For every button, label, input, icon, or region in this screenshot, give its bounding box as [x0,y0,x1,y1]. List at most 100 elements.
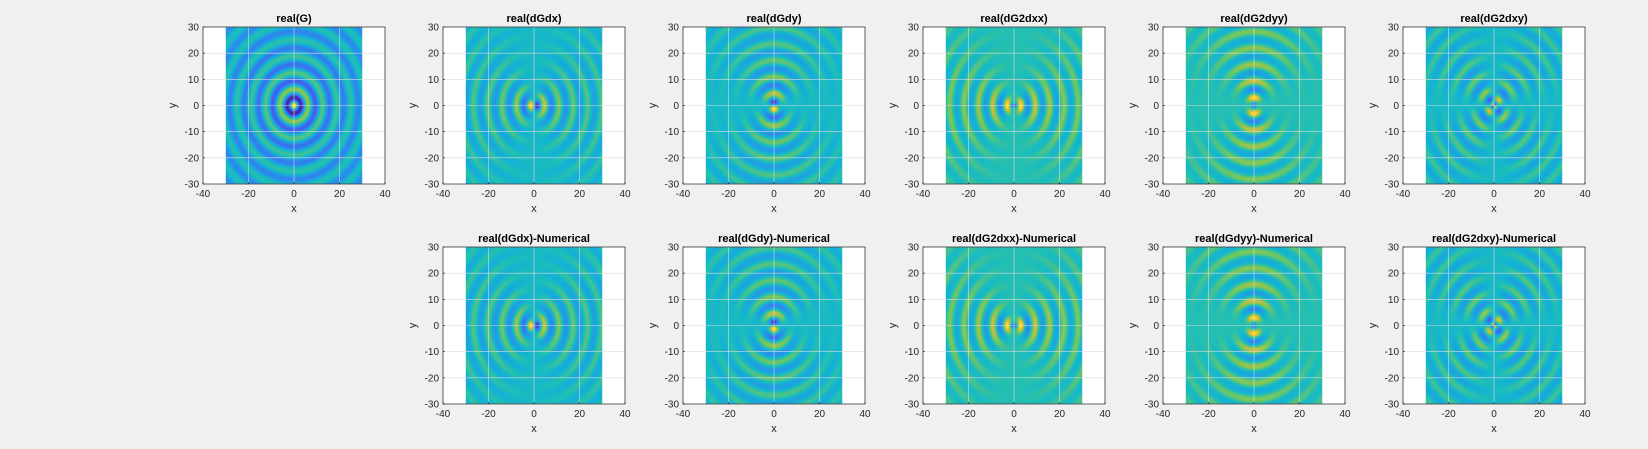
x-axis-label: x [1491,423,1497,435]
subplot-title: real(G) [276,13,312,25]
y-tick-label: -10 [425,347,440,358]
y-tick-label: 10 [1388,295,1400,306]
y-tick-label: -30 [665,400,680,411]
y-tick-label: 20 [908,49,920,60]
x-axis-label: x [1251,423,1257,435]
x-tick-label: 40 [1339,409,1351,420]
x-tick-label: -40 [1396,409,1411,420]
x-tick-label: 20 [1054,189,1066,200]
subplot-title: real(dGdx)-Numerical [478,233,590,245]
y-tick-label: -30 [905,180,920,191]
y-tick-label: 30 [1148,23,1160,34]
subplot-11: -40 -20 0 20 40 -30 -20 -10 0 10 20 30 real(dG2dxy)-… [1367,233,1591,435]
x-tick-label: -40 [436,409,451,420]
y-tick-label: -10 [1385,347,1400,358]
y-tick-label: 0 [673,101,679,112]
y-tick-label: -10 [905,347,920,358]
y-tick-label: -20 [425,373,440,384]
y-axis-label: y [647,322,659,328]
subplot-8: -40 -20 0 20 40 -30 -20 -10 0 10 20 30 real(dGdy)-Nu… [647,233,871,435]
y-tick-label: 30 [668,23,680,34]
y-tick-label: 10 [428,75,440,86]
y-axis-label: y [1367,102,1379,108]
x-tick-label: -20 [1201,189,1216,200]
x-tick-label: 40 [1579,409,1591,420]
subplot-title: real(dG2dxy)-Numerical [1432,233,1556,245]
x-tick-label: 0 [771,409,777,420]
x-tick-label: 20 [1294,409,1306,420]
y-tick-label: 20 [428,269,440,280]
y-tick-label: 10 [908,75,920,86]
y-tick-label: 10 [188,75,200,86]
y-tick-label: 20 [188,49,200,60]
x-tick-label: -40 [1396,189,1411,200]
x-tick-label: -20 [721,409,736,420]
subplot-title: real(dG2dxx) [980,13,1048,25]
y-tick-label: -20 [425,153,440,164]
y-tick-label: 0 [913,321,919,332]
y-tick-label: -30 [425,180,440,191]
x-tick-label: -20 [1441,409,1456,420]
subplot-3: -40 -20 0 20 40 -30 -20 -10 0 10 20 30 real(dGdy) x y [647,13,871,215]
x-tick-label: 40 [859,409,871,420]
y-axis-label: y [1367,322,1379,328]
y-axis-label: y [647,102,659,108]
subplot-title: real(dGdy) [746,13,801,25]
y-tick-label: 0 [193,101,199,112]
y-tick-label: -30 [665,180,680,191]
y-tick-label: -20 [1145,373,1160,384]
y-tick-label: -10 [425,127,440,138]
x-tick-label: 20 [1534,189,1546,200]
x-tick-label: 20 [574,189,586,200]
y-axis-label: y [167,102,179,108]
y-tick-label: 10 [428,295,440,306]
x-axis-label: x [1251,203,1257,215]
y-tick-label: 30 [1388,23,1400,34]
y-tick-label: 20 [668,49,680,60]
y-axis-label: y [407,322,419,328]
y-tick-label: 20 [1148,49,1160,60]
x-tick-label: -20 [1441,189,1456,200]
subplot-title: real(dGdy)-Numerical [718,233,830,245]
x-tick-label: -40 [1156,189,1171,200]
y-tick-label: 0 [1153,321,1159,332]
x-tick-label: 40 [619,189,631,200]
y-tick-label: 30 [1148,243,1160,254]
x-tick-label: -20 [961,409,976,420]
y-tick-label: 20 [1388,269,1400,280]
x-tick-label: 0 [1251,409,1257,420]
subplot-title: real(dG2dyy) [1220,13,1288,25]
subplot-4: -40 -20 0 20 40 -30 -20 -10 0 10 20 30 real(dG2dxx) x… [887,13,1111,215]
y-tick-label: 30 [668,243,680,254]
x-tick-label: 0 [771,189,777,200]
y-tick-label: 20 [1388,49,1400,60]
y-tick-label: -10 [185,127,200,138]
y-tick-label: 20 [908,269,920,280]
x-tick-label: -20 [481,409,496,420]
x-tick-label: 20 [1294,189,1306,200]
y-tick-label: -30 [1385,180,1400,191]
y-tick-label: -10 [1145,127,1160,138]
x-tick-label: 0 [1491,189,1497,200]
x-tick-label: -40 [196,189,211,200]
x-tick-label: -20 [961,189,976,200]
x-tick-label: -40 [436,189,451,200]
y-tick-label: 30 [1388,243,1400,254]
y-tick-label: 0 [1393,101,1399,112]
y-tick-label: -10 [665,127,680,138]
x-tick-label: -40 [916,409,931,420]
y-tick-label: 0 [1393,321,1399,332]
y-tick-label: 30 [908,23,920,34]
subplot-2: -40 -20 0 20 40 -30 -20 -10 0 10 20 30 real(dGdx) x y [407,13,631,215]
x-axis-label: x [291,203,297,215]
y-tick-label: -20 [185,153,200,164]
x-tick-label: 40 [1579,189,1591,200]
x-axis-label: x [531,423,537,435]
y-tick-label: -20 [905,153,920,164]
y-tick-label: -10 [1145,347,1160,358]
y-tick-label: -20 [665,153,680,164]
x-tick-label: 40 [379,189,391,200]
x-axis-label: x [531,203,537,215]
x-tick-label: -20 [721,189,736,200]
